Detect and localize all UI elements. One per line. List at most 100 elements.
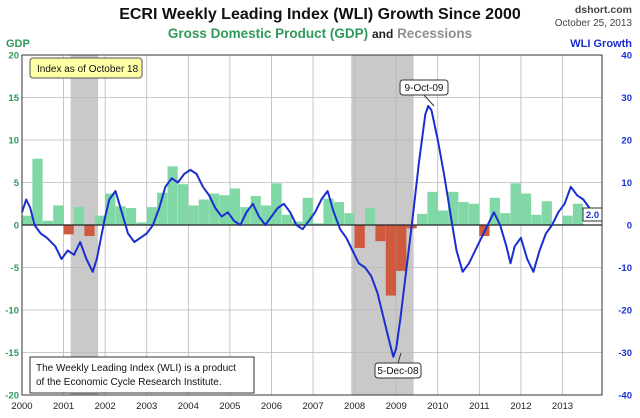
subtitle-and: and [371, 27, 394, 41]
x-tick-label: 2002 [95, 401, 116, 412]
right-tick-label: 0 [627, 221, 632, 232]
x-tick-label: 2004 [178, 401, 199, 412]
x-tick-label: 2000 [11, 401, 32, 412]
gdp-bar [541, 201, 552, 225]
gdp-bar [229, 188, 241, 225]
gdp-bar [416, 213, 428, 225]
index-box [29, 57, 143, 79]
x-tick-label: 2006 [261, 401, 282, 412]
gdp-bar [344, 213, 355, 225]
peak-pointer [423, 94, 435, 107]
peak-label: 9-Oct-09 [405, 83, 444, 94]
gdp-bar [385, 225, 396, 296]
left-tick-label: -15 [5, 348, 19, 359]
gdp-bar [157, 192, 168, 225]
gdp-bar [302, 197, 313, 225]
date-label: October 25, 2013 [554, 18, 632, 29]
gdp-bar [510, 183, 521, 225]
gdp-bar [42, 220, 53, 225]
gdp-bar [468, 203, 480, 225]
gdp-bar [73, 207, 85, 225]
gdp-bar [53, 205, 64, 225]
right-tick-label: -10 [618, 263, 632, 274]
x-tick-label: 2007 [302, 401, 323, 412]
left-axis-label: GDP [6, 38, 30, 50]
left-tick-label: -10 [5, 306, 19, 317]
left-tick-label: 0 [14, 221, 19, 232]
x-axis-ticks: 2000 2001 2002 2003 2004 2005 2006 2007 2008 2009… [11, 401, 573, 412]
gdp-bar [313, 223, 324, 225]
gdp-bar [177, 184, 189, 225]
right-tick-label: 10 [621, 178, 632, 189]
x-tick-label: 2003 [136, 401, 157, 412]
gdp-bar [427, 191, 438, 225]
gdp-bar [365, 208, 376, 225]
gdp-bar [125, 208, 137, 225]
note-line-1: The Weekly Leading Index (WLI) is a prod… [36, 363, 236, 374]
right-tick-label: -20 [618, 306, 632, 317]
gdp-bar [375, 225, 386, 242]
gdp-bar [520, 193, 532, 225]
gdp-bar [188, 205, 199, 225]
left-tick-label: 20 [8, 51, 19, 62]
gdp-bar [271, 183, 282, 225]
gdp-bar [323, 198, 334, 225]
gdp-bar [292, 221, 303, 225]
note-line-2: of the Economic Cycle Research Institute… [36, 377, 222, 388]
subtitle-recessions: Recessions [397, 26, 473, 41]
left-tick-label: 5 [14, 178, 20, 189]
trough-pointer [397, 352, 402, 364]
gdp-bar [105, 193, 116, 225]
right-axis-label: WLI Growth [570, 38, 632, 50]
x-tick-label: 2001 [53, 401, 74, 412]
gdp-bar [489, 197, 500, 225]
gdp-bar [500, 213, 511, 225]
gdp-bar [198, 199, 209, 225]
last-value-box [582, 207, 603, 222]
left-tick-label: -20 [5, 391, 19, 402]
x-tick-label: 2013 [552, 401, 573, 412]
right-tick-label: 20 [621, 136, 632, 147]
right-tick-label: 30 [621, 93, 632, 104]
chart-title: ECRI Weekly Leading Index (WLI) Growth S… [119, 6, 521, 23]
gdp-bar [333, 202, 345, 225]
gdp-bar [448, 191, 459, 225]
gdp-bar [167, 166, 178, 225]
gdp-bar [84, 225, 95, 237]
chart-subtitle: Gross Domestic Product (GDP) and Recessi… [0, 26, 640, 41]
gdp-bar [22, 215, 33, 225]
x-tick-label: 2008 [344, 401, 365, 412]
gdp-bar [396, 225, 407, 271]
x-tick-label: 2009 [386, 401, 407, 412]
gdp-bars [22, 158, 584, 296]
left-axis-ticks: -20 -15 -10 -5 0 5 10 15 20 [5, 51, 19, 402]
gdp-bar [209, 193, 220, 225]
gdp-bar [115, 206, 126, 225]
gdp-bar [32, 158, 43, 225]
x-tick-label: 2012 [510, 401, 531, 412]
gdp-bar [458, 202, 469, 225]
index-box-text: Index as of October 18 [37, 64, 139, 75]
right-tick-label: -30 [618, 348, 632, 359]
subtitle-gdp: Gross Domestic Product (GDP) [167, 26, 369, 41]
right-tick-label: 40 [621, 51, 632, 62]
gdp-bar [562, 215, 573, 225]
source-label: dshort.com [574, 4, 632, 16]
gdp-bar [146, 207, 157, 225]
x-tick-label: 2010 [427, 401, 448, 412]
gdp-bar [94, 215, 105, 225]
gdp-bar [63, 225, 74, 235]
right-tick-label: -40 [618, 391, 632, 402]
x-tick-label: 2005 [219, 401, 240, 412]
x-tick-label: 2011 [469, 401, 489, 412]
left-tick-label: 10 [8, 136, 19, 147]
gdp-bar [136, 222, 147, 225]
wli-series-line [21, 105, 597, 358]
gdp-bar [261, 205, 272, 225]
note-box [29, 356, 255, 394]
gdp-bar [219, 195, 230, 225]
gdp-bar [531, 214, 542, 225]
gdp-bar [572, 203, 584, 225]
plot-frame [21, 54, 603, 396]
